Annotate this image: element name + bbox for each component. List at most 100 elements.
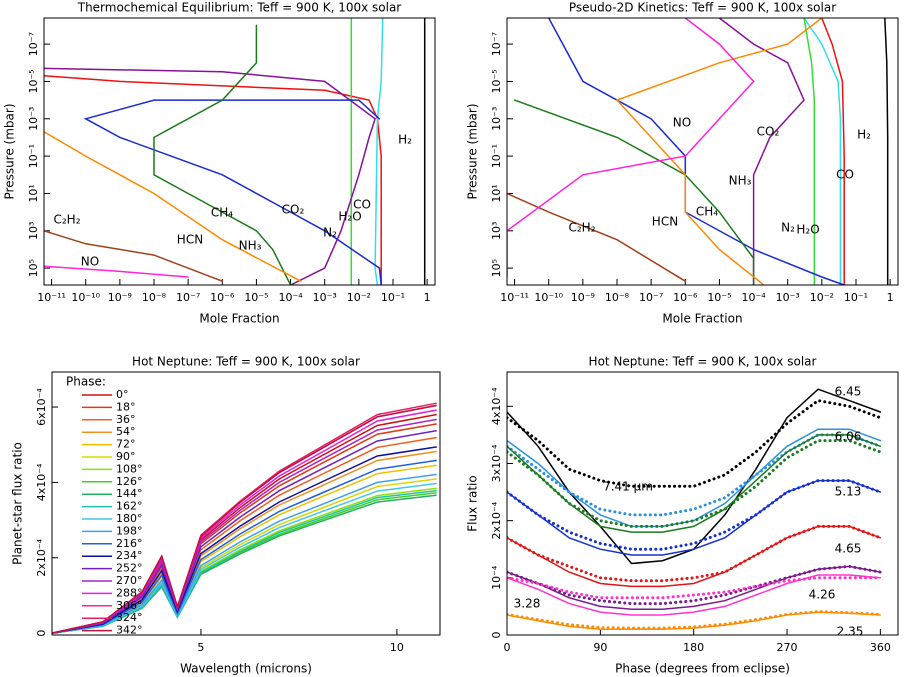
y-tick-label: 4x10⁻⁴ — [35, 463, 48, 501]
y-tick-label: 2x10⁻⁴ — [490, 501, 503, 539]
x-tick-label: 10⁻¹¹ — [500, 291, 529, 304]
x-tick-label: 10⁻⁷ — [639, 291, 663, 304]
data-line — [507, 479, 882, 556]
y-tick-label: 10⁻¹ — [27, 144, 40, 168]
chart-title: Hot Neptune: Teff = 900 K, 100x solar — [132, 355, 360, 369]
x-tick-label: 10⁻¹⁰ — [71, 291, 100, 304]
y-tick-label: 10⁻³ — [27, 107, 40, 131]
data-line — [803, 18, 816, 285]
x-tick-label: 1 — [424, 291, 431, 304]
data-line — [83, 99, 382, 285]
legend-label: 216° — [116, 537, 143, 550]
series-label: 5.13 — [835, 485, 862, 499]
model-line-dotted — [507, 524, 882, 583]
y-tick-label: 10⁻⁵ — [490, 69, 503, 93]
data-line — [52, 418, 437, 634]
series-label: 6.45 — [835, 385, 862, 399]
y-tick-label: 10⁵ — [27, 259, 40, 277]
data-line — [44, 67, 376, 285]
data-line — [44, 265, 189, 278]
legend-label: 54° — [116, 425, 136, 438]
y-tick-label: 10⁻⁵ — [27, 69, 40, 93]
legend-label: 342° — [116, 624, 143, 637]
legend-label: 180° — [116, 512, 143, 525]
y-tick-label: 10¹ — [27, 184, 40, 202]
y-tick-label: 10⁻¹ — [490, 144, 503, 168]
x-tick-label: 270 — [777, 641, 798, 654]
model-line-dotted — [507, 479, 882, 551]
data-line — [52, 446, 437, 634]
data-line — [44, 230, 224, 282]
data-line — [507, 611, 882, 631]
legend-label: 252° — [116, 562, 143, 575]
series-label: H₂O — [796, 223, 819, 237]
series-label: CO₂ — [282, 203, 305, 217]
x-tick-label: 10⁻⁶ — [673, 291, 698, 304]
x-tick-label: 10⁻⁹ — [108, 291, 132, 304]
series-label: 6.06 — [835, 430, 862, 444]
series-label: CO — [836, 168, 854, 182]
series-label: 3.28 — [514, 597, 541, 611]
legend-label: 198° — [116, 524, 143, 537]
x-tick-label: 1 — [887, 291, 894, 304]
x-tick-label: 10⁻² — [347, 291, 371, 304]
data-line — [52, 404, 437, 634]
x-tick-label: 10⁻³ — [313, 291, 337, 304]
x-tick-label: 10⁻⁵ — [707, 291, 731, 304]
series-label: CH₄ — [211, 206, 233, 220]
data-line — [52, 464, 437, 634]
model-line-dotted — [507, 399, 882, 488]
series-label: C₂H₂ — [53, 213, 80, 227]
plot-area — [52, 402, 437, 634]
x-tick-label: 10⁻² — [810, 291, 834, 304]
legend-label: 306° — [116, 599, 143, 612]
plot-frame — [43, 17, 436, 286]
y-tick-label: 10³ — [490, 222, 503, 240]
y-tick-label: 10³ — [27, 222, 40, 240]
legend-label: 144° — [116, 487, 143, 500]
data-line — [547, 18, 845, 285]
y-tick-label: 10⁻⁷ — [27, 32, 40, 56]
x-tick-label: 90 — [593, 641, 607, 654]
data-line — [507, 388, 882, 565]
legend-label: 36° — [116, 413, 136, 426]
y-tick-label: 6x10⁻⁴ — [35, 388, 48, 426]
x-tick-label: 10⁻⁴ — [278, 291, 303, 304]
series-label: 7.41 μm — [603, 480, 653, 494]
plot-area — [507, 388, 882, 631]
model-line-dotted — [507, 439, 882, 528]
x-axis-label: Mole Fraction — [199, 312, 279, 326]
y-tick-label: 2x10⁻⁴ — [35, 538, 48, 576]
legend-label: 126° — [116, 475, 143, 488]
legend-label: 90° — [116, 450, 136, 463]
chart-title: Pseudo-2D Kinetics: Teff = 900 K, 100x s… — [569, 1, 836, 15]
legend-label: 270° — [116, 574, 143, 587]
data-line — [821, 18, 845, 285]
model-line-dotted — [507, 564, 882, 606]
legend-label: 324° — [116, 611, 143, 624]
x-tick-label: 10⁻¹ — [844, 291, 868, 304]
x-axis-label: Phase (degrees from eclipse) — [615, 662, 790, 676]
data-line — [52, 430, 437, 634]
y-tick-label: 10⁻³ — [490, 107, 503, 131]
data-line — [615, 18, 823, 285]
series-label: H₂ — [398, 133, 412, 147]
x-tick-label: 10⁻¹ — [381, 291, 405, 304]
data-line — [718, 18, 805, 285]
y-tick-label: 10⁻⁴ — [490, 565, 503, 590]
legend-title: Phase: — [66, 375, 106, 389]
legend-label: 0° — [116, 388, 129, 401]
plot-area — [44, 18, 426, 285]
y-tick-label: 10⁻⁷ — [490, 32, 503, 56]
y-tick-label: 4x10⁻⁴ — [490, 387, 503, 425]
series-label: N₂ — [323, 226, 337, 240]
data-line — [507, 18, 755, 278]
series-label: H₂ — [857, 128, 871, 142]
x-tick-label: 0 — [504, 641, 511, 654]
legend-label: 162° — [116, 500, 143, 513]
data-line — [52, 494, 437, 634]
data-line — [803, 18, 842, 285]
series-label: CO — [353, 198, 371, 212]
legend-label: 72° — [116, 438, 136, 451]
